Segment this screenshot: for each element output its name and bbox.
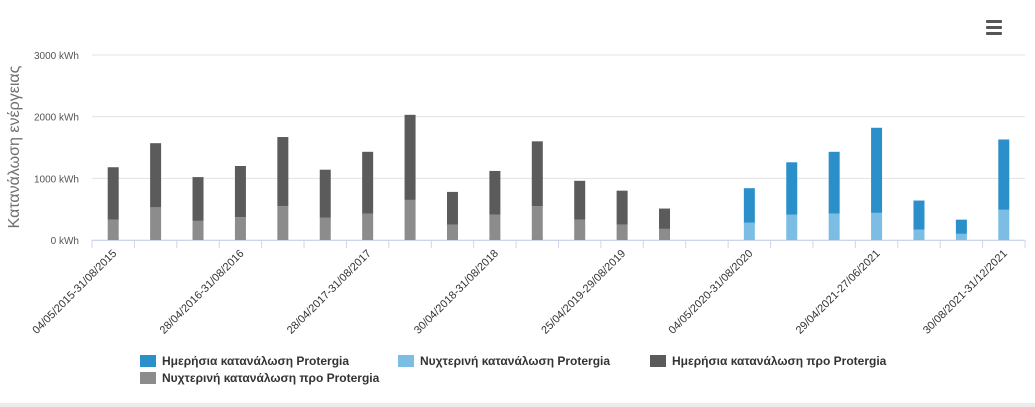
legend-item-night-pre-protergia[interactable]: Νυχτερινή κατανάλωση προ Protergia [140, 370, 379, 386]
bar-segment[interactable] [871, 212, 883, 240]
bar-segment[interactable] [743, 222, 755, 240]
bar-segment[interactable] [955, 233, 967, 240]
legend-item-night-protergia[interactable]: Νυχτερινή κατανάλωση Protergia [398, 353, 610, 369]
bar-segment[interactable] [616, 190, 628, 225]
x-axis-ticks: 04/05/2015-31/08/2015 28/04/2016-31/08/20… [30, 248, 1010, 337]
x-tick-label: 04/05/2020-31/08/2020 [667, 248, 756, 337]
gridlines [92, 54, 1025, 241]
x-axis [91, 240, 1026, 248]
x-tick-label: 28/04/2017-31/08/2017 [285, 248, 374, 337]
bar-segment[interactable] [446, 191, 458, 225]
bar-segment[interactable] [828, 151, 840, 214]
bar-segment[interactable] [446, 224, 458, 240]
bar-segment[interactable] [913, 229, 925, 240]
bar-segment[interactable] [277, 206, 289, 240]
bar-series [107, 114, 1010, 240]
x-tick-label: 30/08/2021-31/12/2021 [921, 248, 1010, 337]
x-tick-label: 04/05/2015-31/08/2015 [30, 248, 119, 337]
y-axis-title: Κατανάλωση ενέργειας [6, 65, 23, 228]
bar-segment[interactable] [404, 199, 416, 240]
bar-segment[interactable] [786, 214, 798, 240]
y-tick-label: 0 kWh [51, 236, 79, 247]
bar-segment[interactable] [998, 139, 1010, 210]
chart-menu-button[interactable] [981, 16, 1007, 38]
bar-segment[interactable] [531, 141, 543, 207]
legend-item-daily-protergia[interactable]: Ημερήσια κατανάλωση Protergia [140, 353, 349, 369]
legend-label: Ημερήσια κατανάλωση Protergia [162, 354, 350, 368]
legend-label: Νυχτερινή κατανάλωση προ Protergia [162, 371, 380, 385]
bar-segment[interactable] [955, 219, 967, 234]
bar-segment[interactable] [362, 213, 374, 240]
bar-segment[interactable] [871, 127, 883, 213]
bar-segment[interactable] [277, 137, 289, 207]
bar-segment[interactable] [489, 214, 501, 240]
x-tick-label: 25/04/2019-29/08/2019 [539, 248, 628, 337]
legend-label: Ημερήσια κατανάλωση προ Protergia [672, 354, 887, 368]
bar-segment[interactable] [319, 217, 331, 240]
bar-segment[interactable] [150, 207, 162, 240]
bar-segment[interactable] [150, 143, 162, 208]
bar-segment[interactable] [319, 169, 331, 218]
bar-segment[interactable] [489, 170, 501, 215]
bar-segment[interactable] [404, 114, 416, 200]
legend-label: Νυχτερινή κατανάλωση Protergia [420, 354, 611, 368]
bottom-divider [0, 403, 1035, 407]
bar-segment[interactable] [828, 213, 840, 240]
bar-segment[interactable] [998, 209, 1010, 240]
bar-segment[interactable] [574, 219, 586, 240]
x-tick-label: 29/04/2021-27/06/2021 [794, 248, 883, 337]
hamburger-menu-icon [986, 19, 1002, 23]
bar-segment[interactable] [107, 219, 119, 240]
bar-segment[interactable] [531, 206, 543, 240]
y-tick-label: 1000 kWh [34, 174, 79, 185]
bar-segment[interactable] [616, 224, 628, 240]
bar-segment[interactable] [743, 188, 755, 223]
legend-item-daily-pre-protergia[interactable]: Ημερήσια κατανάλωση προ Protergia [650, 353, 886, 369]
x-tick-label: 28/04/2016-31/08/2016 [158, 248, 247, 337]
legend-swatch-icon [650, 355, 666, 367]
bar-segment[interactable] [362, 151, 374, 214]
bar-segment[interactable] [659, 208, 671, 229]
bar-segment[interactable] [659, 228, 671, 240]
y-axis-ticks: 0 kWh 1000 kWh 2000 kWh 3000 kWh [34, 51, 79, 247]
legend-swatch-icon [140, 355, 156, 367]
legend-swatch-icon [140, 372, 156, 384]
x-tick-label: 30/04/2018-31/08/2018 [412, 248, 501, 337]
y-tick-label: 3000 kWh [34, 51, 79, 62]
bar-segment[interactable] [192, 177, 204, 221]
bar-segment[interactable] [107, 167, 119, 220]
legend-swatch-icon [398, 355, 414, 367]
bar-segment[interactable] [913, 200, 925, 230]
bar-segment[interactable] [786, 162, 798, 215]
bar-segment[interactable] [574, 180, 586, 220]
bar-segment[interactable] [192, 220, 204, 240]
bar-segment[interactable] [234, 217, 246, 240]
y-tick-label: 2000 kWh [34, 113, 79, 124]
bar-segment[interactable] [234, 166, 246, 218]
